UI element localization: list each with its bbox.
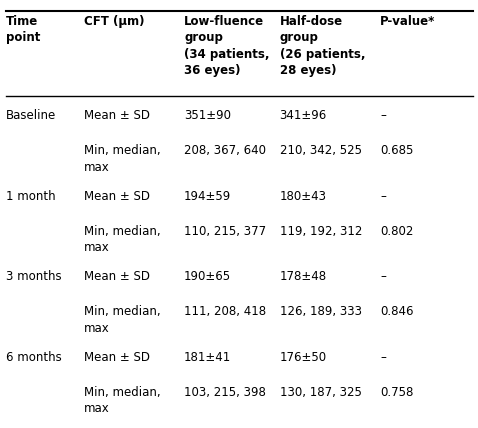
Text: 3 months: 3 months <box>6 270 61 283</box>
Text: 6 months: 6 months <box>6 351 62 363</box>
Text: 181±41: 181±41 <box>184 351 231 363</box>
Text: –: – <box>380 270 386 283</box>
Text: 208, 367, 640: 208, 367, 640 <box>184 144 266 157</box>
Text: 180±43: 180±43 <box>280 190 326 202</box>
Text: 0.846: 0.846 <box>380 305 413 318</box>
Text: –: – <box>380 351 386 363</box>
Text: Min, median,
max: Min, median, max <box>84 144 160 174</box>
Text: Baseline: Baseline <box>6 109 56 122</box>
Text: 119, 192, 312: 119, 192, 312 <box>280 225 362 238</box>
Text: Time
point: Time point <box>6 15 40 45</box>
Text: Min, median,
max: Min, median, max <box>84 386 160 415</box>
Text: Low-fluence
group
(34 patients,
36 eyes): Low-fluence group (34 patients, 36 eyes) <box>184 15 270 77</box>
Text: Min, median,
max: Min, median, max <box>84 225 160 254</box>
Text: 0.758: 0.758 <box>380 386 413 398</box>
Text: –: – <box>380 109 386 122</box>
Text: 176±50: 176±50 <box>280 351 327 363</box>
Text: CFT (μm): CFT (μm) <box>84 15 144 28</box>
Text: 194±59: 194±59 <box>184 190 231 202</box>
Text: 178±48: 178±48 <box>280 270 327 283</box>
Text: 0.802: 0.802 <box>380 225 413 238</box>
Text: 341±96: 341±96 <box>280 109 327 122</box>
Text: 103, 215, 398: 103, 215, 398 <box>184 386 266 398</box>
Text: 190±65: 190±65 <box>184 270 231 283</box>
Text: 126, 189, 333: 126, 189, 333 <box>280 305 362 318</box>
Text: Mean ± SD: Mean ± SD <box>84 351 150 363</box>
Text: 351±90: 351±90 <box>184 109 231 122</box>
Text: 110, 215, 377: 110, 215, 377 <box>184 225 266 238</box>
Text: Min, median,
max: Min, median, max <box>84 305 160 335</box>
Text: 0.685: 0.685 <box>380 144 413 157</box>
Text: –: – <box>380 190 386 202</box>
Text: 210, 342, 525: 210, 342, 525 <box>280 144 362 157</box>
Text: 1 month: 1 month <box>6 190 55 202</box>
Text: 130, 187, 325: 130, 187, 325 <box>280 386 361 398</box>
Text: Mean ± SD: Mean ± SD <box>84 109 150 122</box>
Text: Mean ± SD: Mean ± SD <box>84 270 150 283</box>
Text: Mean ± SD: Mean ± SD <box>84 190 150 202</box>
Text: 111, 208, 418: 111, 208, 418 <box>184 305 266 318</box>
Text: Half-dose
group
(26 patients,
28 eyes): Half-dose group (26 patients, 28 eyes) <box>280 15 365 77</box>
Text: P-value*: P-value* <box>380 15 435 28</box>
